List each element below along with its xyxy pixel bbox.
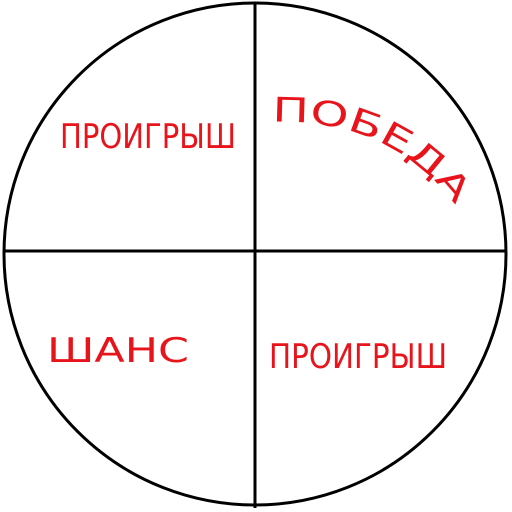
segment-label-bottom-right: ПРОИГРЫШ bbox=[269, 337, 447, 377]
segment-label-bottom-left: ШАНС bbox=[47, 331, 189, 371]
segment-label-top-left: ПРОИГРЫШ bbox=[60, 117, 236, 157]
